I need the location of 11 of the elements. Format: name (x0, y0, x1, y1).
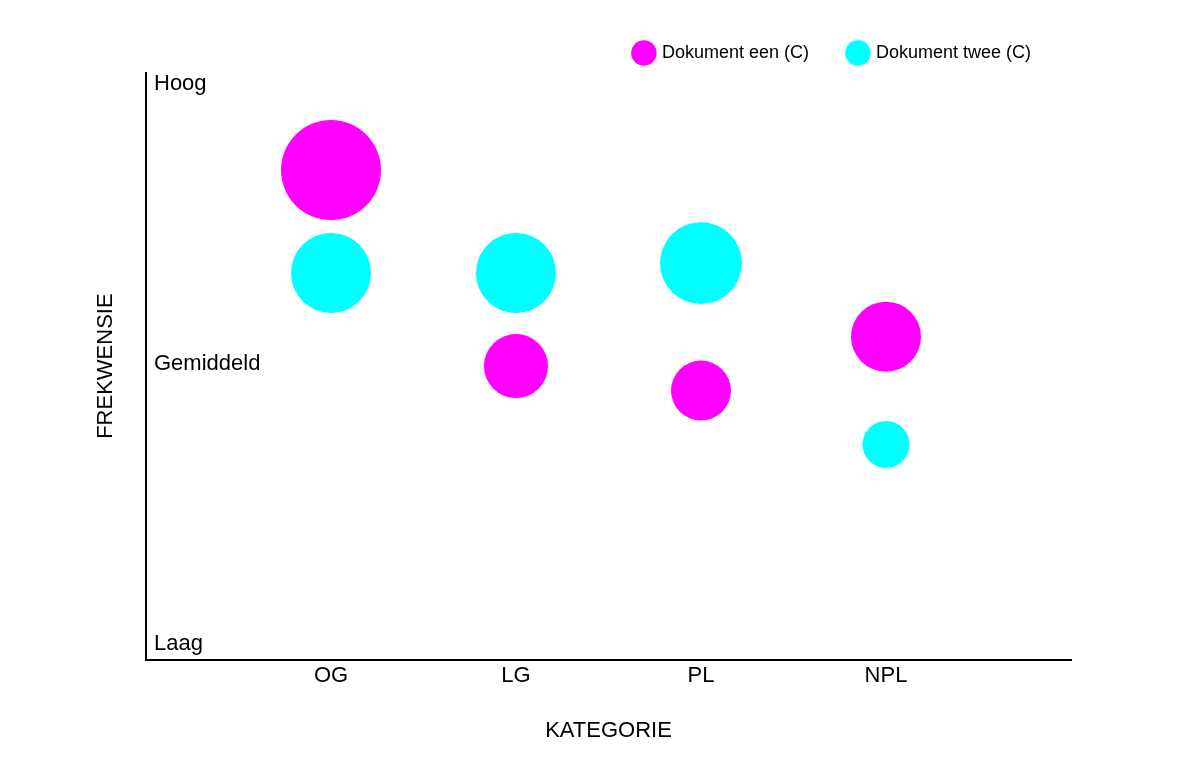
annotation: Gemiddeld (154, 350, 261, 376)
x-tick-label: NPL (864, 662, 908, 688)
y-axis-title: FREKWENSIE (92, 293, 118, 439)
legend-label: Dokument twee (C) (875, 41, 1032, 62)
x-tick-label: PL (687, 662, 715, 688)
text: Hoog (154, 70, 207, 96)
x-tick-label: LG (501, 662, 531, 688)
x-tick-label: OG (313, 662, 349, 688)
x-axis-title: KATEGORIE (545, 716, 672, 742)
annotation: Laag (154, 630, 203, 656)
legend-label: Dokument een (C) (661, 41, 809, 62)
